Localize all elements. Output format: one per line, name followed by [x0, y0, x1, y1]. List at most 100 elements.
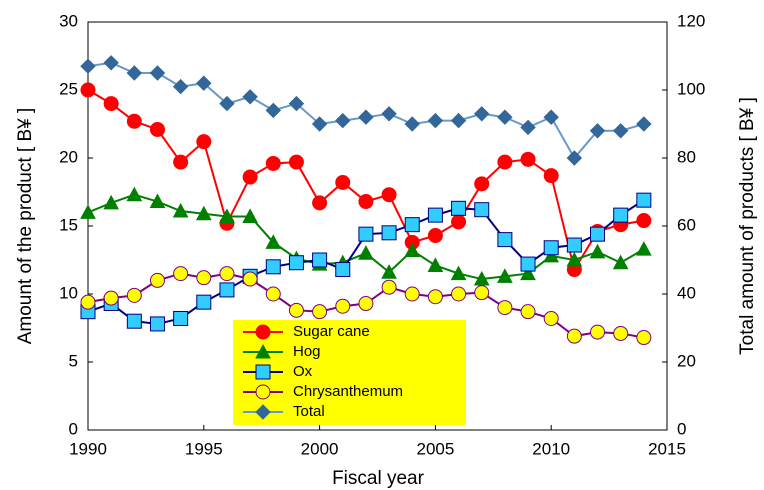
y-tick-label: 15	[59, 215, 78, 234]
marker	[404, 286, 420, 302]
x-tick-label: 2000	[301, 439, 339, 458]
marker	[126, 313, 142, 329]
marker	[335, 174, 351, 190]
marker	[590, 226, 606, 242]
marker	[149, 65, 166, 81]
marker	[474, 176, 490, 192]
y2-tick-label: 80	[677, 147, 696, 166]
marker	[427, 228, 443, 244]
marker	[636, 192, 652, 208]
marker	[474, 106, 490, 122]
marker	[242, 169, 258, 185]
marker	[450, 265, 467, 281]
marker	[381, 187, 397, 203]
marker	[172, 202, 189, 218]
y2-tick-label: 0	[677, 419, 686, 438]
y2-tick-label: 100	[677, 79, 705, 98]
marker	[219, 208, 235, 223]
marker	[172, 78, 189, 95]
marker	[589, 123, 606, 139]
marker	[590, 324, 606, 340]
marker	[613, 207, 629, 223]
y-tick-label: 5	[69, 351, 78, 370]
marker	[381, 264, 397, 279]
marker	[335, 262, 351, 278]
marker	[103, 194, 119, 210]
marker	[149, 121, 165, 137]
marker	[381, 279, 397, 295]
marker	[497, 268, 513, 283]
marker	[381, 106, 397, 122]
marker	[80, 82, 96, 98]
marker	[543, 240, 559, 256]
marker	[288, 95, 305, 112]
y-axis-title: Amount of the product [ B¥ ]	[15, 108, 36, 345]
y2-tick-label: 40	[677, 283, 696, 302]
x-tick-label: 2005	[416, 439, 454, 458]
marker	[173, 310, 189, 326]
marker	[126, 186, 143, 202]
marker	[173, 154, 189, 170]
marker	[566, 150, 583, 166]
marker	[80, 294, 96, 310]
y-tick-label: 30	[59, 11, 78, 30]
marker	[103, 96, 119, 112]
marker	[497, 232, 513, 248]
marker	[543, 247, 560, 263]
marker	[543, 310, 559, 326]
marker	[219, 95, 235, 112]
marker	[612, 254, 629, 270]
marker	[520, 304, 536, 320]
marker	[103, 55, 119, 71]
marker	[451, 214, 467, 230]
marker	[613, 325, 629, 341]
marker	[520, 119, 536, 136]
marker	[450, 112, 467, 129]
marker	[381, 225, 397, 241]
marker	[335, 112, 351, 129]
marker	[126, 113, 142, 129]
marker	[636, 330, 652, 346]
marker	[255, 343, 271, 359]
marker	[149, 316, 165, 332]
marker	[312, 304, 328, 320]
marker	[312, 252, 328, 268]
marker	[358, 296, 374, 312]
marker	[474, 285, 490, 301]
marker	[149, 272, 165, 288]
marker	[473, 270, 490, 286]
marker	[288, 255, 304, 271]
marker	[195, 205, 212, 221]
marker	[196, 134, 212, 150]
legend-label: Sugar cane	[293, 323, 370, 340]
marker	[288, 302, 304, 318]
y-tick-label: 25	[59, 79, 78, 98]
marker	[497, 154, 513, 170]
marker	[636, 213, 652, 229]
marker	[265, 259, 281, 275]
legend-label: Ox	[293, 363, 313, 380]
marker	[358, 109, 374, 125]
marker	[255, 364, 271, 380]
marker	[126, 287, 142, 303]
y2-tick-label: 20	[677, 351, 696, 370]
x-tick-label: 1990	[69, 439, 107, 458]
marker	[265, 286, 281, 302]
legend-label: Chrysanthemum	[293, 383, 403, 400]
marker	[242, 271, 258, 287]
marker	[589, 243, 606, 259]
marker	[265, 102, 281, 119]
marker	[335, 298, 351, 314]
marker	[566, 328, 582, 344]
marker	[497, 109, 513, 125]
marker	[219, 282, 235, 298]
x-tick-label: 2015	[648, 439, 686, 458]
y-tick-label: 0	[69, 419, 78, 438]
x-tick-label: 2010	[532, 439, 570, 458]
marker	[196, 75, 212, 91]
y2-tick-label: 120	[677, 11, 705, 30]
marker	[103, 290, 119, 306]
marker	[312, 195, 328, 211]
marker	[242, 89, 258, 105]
legend-label: Total	[293, 403, 325, 420]
